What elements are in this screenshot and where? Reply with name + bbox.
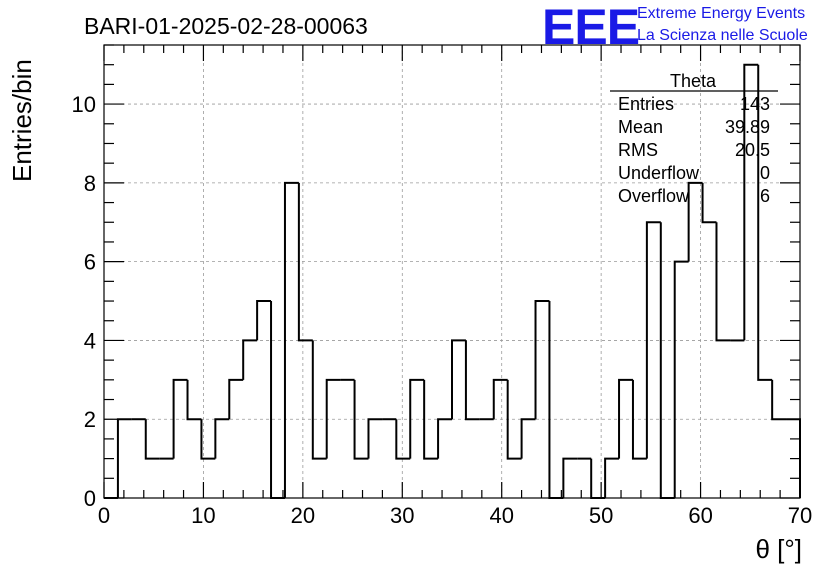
x-tick-label: 10 — [191, 503, 215, 528]
stats-row-value: 0 — [760, 163, 770, 183]
histogram-bin — [631, 379, 647, 460]
histogram-bin — [116, 418, 132, 498]
histogram-bin — [687, 181, 703, 262]
stats-box: Theta Entries 143 Mean 39.89 RMS 20.5 Underflo… — [610, 71, 778, 206]
histogram-bin — [492, 378, 508, 420]
histogram-bin — [506, 379, 522, 460]
histogram-bin — [673, 260, 689, 498]
stats-row-label: Mean — [618, 117, 663, 137]
histogram-bin — [283, 181, 299, 498]
histogram-bin — [297, 182, 313, 342]
histogram-bin — [228, 378, 244, 420]
histogram-bin — [464, 340, 480, 421]
logo-mark: EEE — [542, 0, 639, 55]
histogram-bin — [743, 63, 759, 341]
y-tick-label: 2 — [84, 407, 96, 432]
y-tick-label: 10 — [72, 92, 96, 117]
x-tick-label: 40 — [489, 503, 513, 528]
histogram-bin — [562, 457, 578, 498]
x-tick-label: 20 — [291, 503, 315, 528]
y-tick-label: 4 — [84, 328, 96, 353]
stats-row-label: Entries — [618, 94, 674, 114]
x-tick-label: 30 — [390, 503, 414, 528]
histogram-bin — [548, 301, 564, 499]
histogram-bin — [771, 379, 787, 421]
histogram-bin — [242, 339, 258, 380]
histogram-bin — [701, 182, 717, 224]
histogram-bin — [659, 222, 675, 499]
stats-row-value: 39.89 — [725, 117, 770, 137]
x-tick-label: 50 — [589, 503, 613, 528]
axis-ticks — [103, 44, 801, 499]
histogram-bin — [186, 379, 202, 421]
grid — [104, 45, 800, 498]
histogram-bin — [144, 419, 160, 460]
y-tick-label: 0 — [84, 486, 96, 511]
histogram-bin — [311, 340, 327, 460]
y-tick-label: 8 — [84, 171, 96, 196]
histogram-bin — [200, 419, 216, 460]
histogram-bin — [520, 418, 536, 459]
histogram-bin — [534, 300, 550, 420]
y-tick-label: 6 — [84, 250, 96, 275]
stats-title: Theta — [670, 71, 717, 91]
histogram-bin — [451, 339, 466, 420]
histogram-bin — [757, 64, 773, 381]
stats-rows: Entries 143 Mean 39.89 RMS 20.5 Underflow 0 Over… — [618, 94, 770, 206]
x-axis-label: θ [°] — [755, 534, 802, 564]
histogram-bin — [325, 378, 341, 459]
stats-row-label: RMS — [618, 140, 658, 160]
stats-row-value: 20.5 — [735, 140, 770, 160]
histogram-bin — [645, 221, 661, 459]
histogram-bin — [172, 378, 188, 459]
histogram-bin — [367, 418, 383, 459]
stats-row-value: 143 — [740, 94, 770, 114]
x-tick-label: 70 — [788, 503, 812, 528]
chart-title: BARI-01-2025-02-28-00063 — [84, 13, 368, 39]
histogram-bin — [618, 378, 633, 459]
histogram-bin — [256, 300, 272, 341]
logo-line-2: La Scienza nelle Scuole — [637, 27, 808, 44]
histogram-bin — [270, 301, 285, 499]
histogram-bins — [104, 63, 801, 499]
histogram-bin — [437, 418, 452, 459]
stats-row-value: 6 — [760, 186, 770, 206]
stats-row-label: Underflow — [618, 163, 700, 183]
histogram-bin — [353, 379, 369, 460]
histogram-bin — [214, 418, 230, 459]
eee-logo: EEE Extreme Energy Events La Scienza nel… — [542, 0, 808, 55]
logo-line-1: Extreme Energy Events — [637, 5, 805, 22]
x-tick-label: 60 — [688, 503, 712, 528]
plot-frame — [103, 44, 801, 499]
histogram-bin — [395, 419, 411, 460]
y-axis-label: Entries/bin — [7, 59, 37, 182]
histogram-bin — [409, 378, 425, 459]
stats-row-label: Overflow — [618, 186, 690, 206]
histogram-bin — [604, 457, 620, 498]
histogram-bin — [715, 222, 731, 342]
histogram-bin — [590, 458, 606, 499]
histogram-bin — [423, 379, 439, 460]
x-tick-label: 0 — [98, 503, 110, 528]
